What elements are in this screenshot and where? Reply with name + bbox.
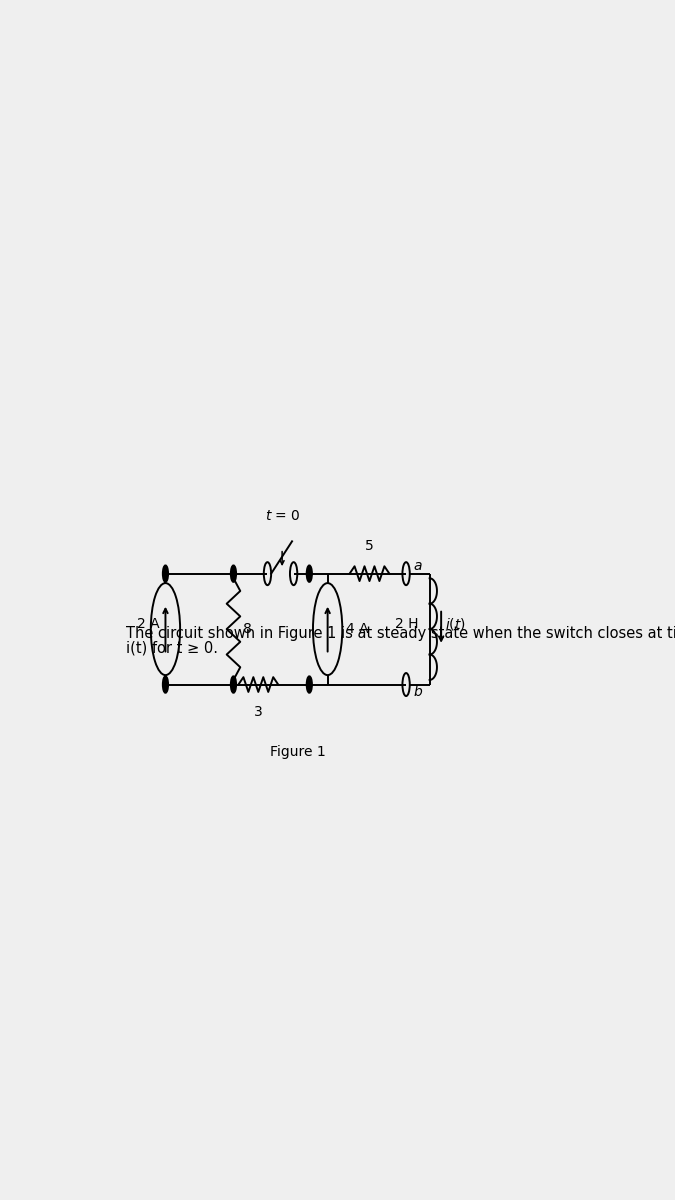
Text: 2 H: 2 H xyxy=(395,618,418,631)
Text: 5: 5 xyxy=(365,539,374,553)
Ellipse shape xyxy=(306,565,312,582)
Ellipse shape xyxy=(163,677,168,692)
Text: 2 A: 2 A xyxy=(136,618,159,631)
Text: b: b xyxy=(413,685,422,698)
Text: 4 A: 4 A xyxy=(346,622,369,636)
Text: 3: 3 xyxy=(254,704,263,719)
Ellipse shape xyxy=(306,677,312,692)
Text: 8: 8 xyxy=(243,622,252,636)
Text: a: a xyxy=(413,559,422,574)
Ellipse shape xyxy=(231,565,236,582)
Text: Figure 1: Figure 1 xyxy=(270,744,325,758)
Text: $i(t)$: $i(t)$ xyxy=(446,617,466,632)
Ellipse shape xyxy=(163,565,168,582)
Text: i(t) for t ≥ 0.: i(t) for t ≥ 0. xyxy=(126,640,218,655)
Text: $t$ = 0: $t$ = 0 xyxy=(265,509,301,523)
Text: The circuit shown in Figure 1 is at steady state when the switch closes at time : The circuit shown in Figure 1 is at stea… xyxy=(126,626,675,641)
Ellipse shape xyxy=(231,677,236,692)
